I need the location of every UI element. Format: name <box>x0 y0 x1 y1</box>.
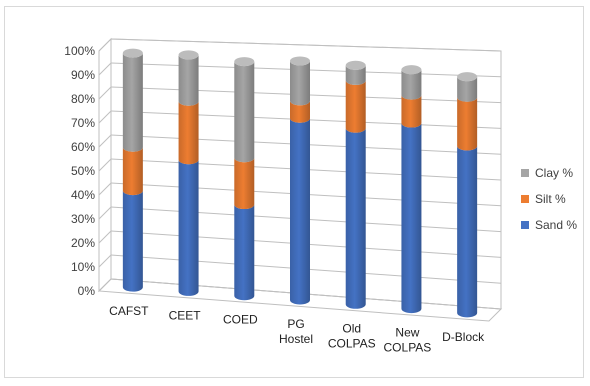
gridline-side <box>98 230 112 244</box>
gridline-side <box>98 110 112 124</box>
y-tick-label: 70% <box>71 116 95 130</box>
legend-label: Clay % <box>535 166 573 180</box>
legend-label: Silt % <box>535 192 566 206</box>
gridline-side <box>98 38 112 52</box>
bar-silt-segment <box>178 101 199 165</box>
x-tick-label: CEET <box>169 308 202 322</box>
legend-swatch <box>521 195 529 203</box>
x-tick-label: New <box>395 326 419 340</box>
x-tick-label: CAFST <box>109 304 149 318</box>
y-tick-label: 10% <box>71 260 95 274</box>
bar-group <box>234 57 255 301</box>
bar-group <box>345 60 366 309</box>
bar-silt-segment <box>345 80 366 133</box>
gridline-side <box>98 86 112 100</box>
y-tick-label: 40% <box>71 188 95 202</box>
bar-group <box>122 48 143 292</box>
bar-silt-segment <box>401 95 422 128</box>
y-axis-ticks: 0% 10% 20% 30% 40% 50% 60% 70% 80% 90% 100% <box>64 44 95 298</box>
bar-top-cap <box>122 48 143 58</box>
gridline-side <box>98 254 112 268</box>
bar-sand-segment <box>401 123 422 314</box>
x-axis-labels: CAFST CEET COED PGHostelOldCOLPASNewCOLPASD… <box>109 304 485 354</box>
bar-silt-segment <box>290 100 310 123</box>
y-tick-label: 30% <box>71 212 95 226</box>
chart-frame: 0% 10% 20% 30% 40% 50% 60% 70% 80% 90% 100% CAFST C… <box>4 6 584 378</box>
legend: Clay % Silt % Sand % <box>521 166 577 232</box>
x-tick-label: D-Block <box>442 330 485 344</box>
gridline-side <box>98 158 112 172</box>
bar-clay-segment <box>290 60 310 106</box>
y-tick-label: 60% <box>71 140 95 154</box>
bar-silt-segment <box>234 157 255 210</box>
gridline-side <box>98 278 112 292</box>
bar-silt-segment <box>122 147 143 196</box>
bar-top-cap <box>290 56 310 66</box>
gridline-side <box>98 182 112 196</box>
bar-group <box>401 65 422 314</box>
bar-group <box>290 56 310 305</box>
y-tick-label: 0% <box>78 284 96 298</box>
x-tick-label: COLPAS <box>384 341 432 355</box>
gridline-side <box>98 62 112 76</box>
bar-clay-segment <box>234 61 255 163</box>
bar-clay-segment <box>457 76 478 102</box>
bar-top-cap <box>401 65 422 75</box>
gridline-side <box>98 206 112 220</box>
bar-sand-segment <box>345 128 366 309</box>
bar-sand-segment <box>457 145 478 318</box>
y-tick-label: 50% <box>71 164 95 178</box>
x-tick-label: Old <box>342 321 361 335</box>
x-tick-label: PG <box>287 317 304 331</box>
bar-clay-segment <box>345 65 366 85</box>
bars <box>122 48 478 318</box>
bar-group <box>178 50 199 296</box>
y-tick-label: 90% <box>71 68 95 82</box>
bar-sand-segment <box>290 118 310 305</box>
bar-top-cap <box>234 57 255 67</box>
y-tick-label: 80% <box>71 92 95 106</box>
bar-sand-segment <box>122 190 143 292</box>
chart-plot: 0% 10% 20% 30% 40% 50% 60% 70% 80% 90% 100% CAFST C… <box>64 37 577 355</box>
legend-label: Sand % <box>535 218 577 232</box>
bar-clay-segment <box>401 69 422 100</box>
y-tick-label: 20% <box>71 236 95 250</box>
gridline <box>110 38 502 52</box>
bar-sand-segment <box>178 159 199 296</box>
x-tick-label: COED <box>223 313 258 327</box>
bar-clay-segment <box>122 53 143 152</box>
bar-group <box>457 72 478 318</box>
bar-top-cap <box>345 60 366 70</box>
legend-swatch <box>521 221 529 229</box>
y-tick-label: 100% <box>64 44 95 58</box>
bar-sand-segment <box>234 204 255 301</box>
x-tick-label: Hostel <box>279 332 313 346</box>
x-tick-label: COLPAS <box>328 336 376 350</box>
legend-swatch <box>521 169 529 177</box>
bar-clay-segment <box>178 54 199 106</box>
gridline-side <box>98 134 112 148</box>
bar-top-cap <box>178 50 199 60</box>
bar-top-cap <box>457 72 478 82</box>
bar-silt-segment <box>457 97 478 151</box>
